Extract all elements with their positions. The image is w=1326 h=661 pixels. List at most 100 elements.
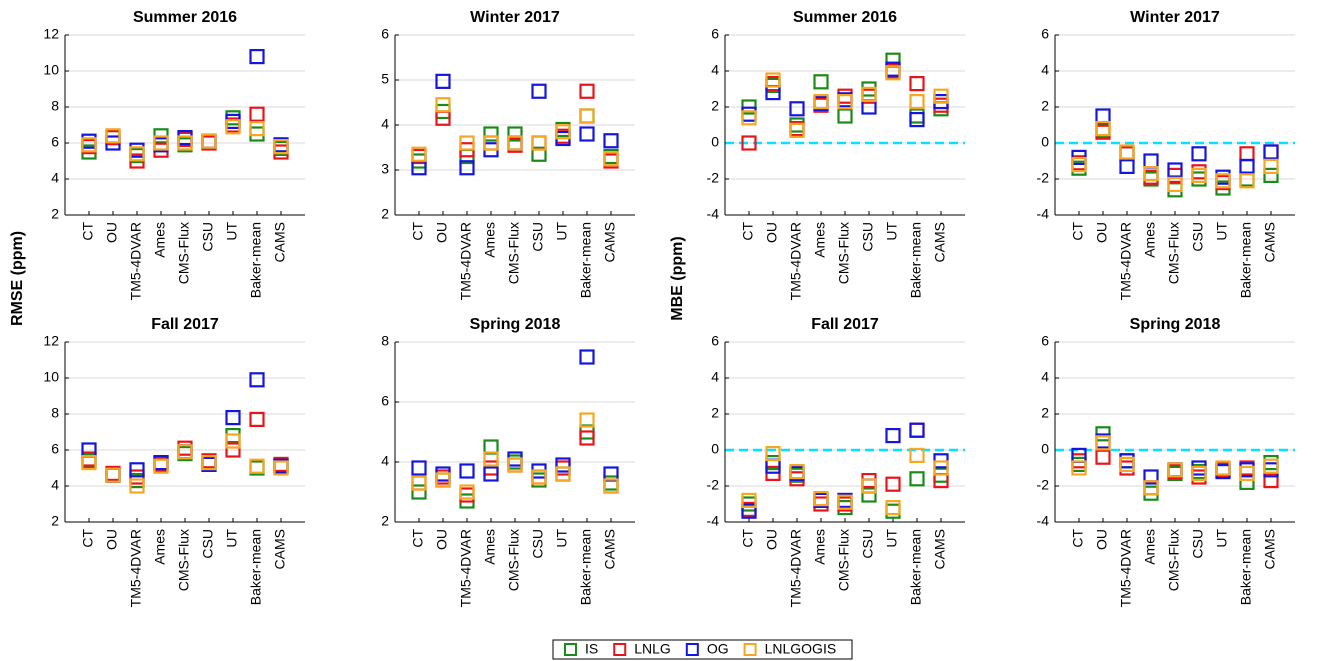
marker bbox=[435, 472, 451, 488]
marker bbox=[579, 412, 595, 428]
legend-box bbox=[552, 639, 853, 660]
legend-marker bbox=[613, 643, 627, 656]
marker bbox=[153, 135, 169, 151]
marker bbox=[579, 430, 595, 446]
y-tick-label: 6 bbox=[711, 333, 719, 349]
marker bbox=[81, 455, 97, 471]
y-tick-label: -2 bbox=[1037, 477, 1050, 493]
marker bbox=[1167, 162, 1183, 178]
marker bbox=[1095, 120, 1111, 137]
marker bbox=[435, 97, 451, 113]
y-tick-label: 4 bbox=[381, 116, 389, 132]
marker bbox=[177, 440, 193, 456]
panel-title: Winter 2017 bbox=[470, 9, 560, 26]
x-tick-label: CAMS bbox=[272, 222, 288, 262]
marker bbox=[249, 106, 265, 122]
y-tick-label: -2 bbox=[1037, 170, 1050, 186]
x-tick-label: Baker-mean bbox=[908, 222, 924, 298]
marker bbox=[933, 473, 949, 489]
marker bbox=[273, 139, 289, 155]
y-tick-label: 0 bbox=[1041, 134, 1049, 150]
marker bbox=[933, 460, 949, 476]
marker bbox=[249, 126, 265, 142]
x-tick-label: CMS-Flux bbox=[1166, 222, 1182, 284]
marker bbox=[741, 110, 757, 126]
x-tick-label: Ames bbox=[1142, 222, 1158, 258]
marker bbox=[1191, 460, 1207, 476]
marker bbox=[789, 464, 805, 480]
marker bbox=[579, 126, 595, 142]
y-tick-label: 6 bbox=[1041, 333, 1049, 349]
y-tick-label: -4 bbox=[1037, 206, 1050, 222]
marker bbox=[105, 467, 121, 483]
x-tick-label: Ames bbox=[1142, 529, 1158, 565]
x-tick-label: Ames bbox=[152, 529, 168, 565]
marker bbox=[1167, 167, 1183, 183]
marker bbox=[1071, 460, 1087, 476]
x-tick-label: CT bbox=[740, 222, 756, 241]
marker bbox=[861, 487, 877, 503]
marker bbox=[861, 86, 877, 103]
marker bbox=[933, 97, 949, 113]
y-tick-label: 6 bbox=[711, 26, 719, 42]
x-tick-label: TM5-4DVAR bbox=[788, 529, 804, 607]
marker bbox=[1191, 146, 1207, 162]
y-tick-label: -2 bbox=[707, 477, 720, 493]
x-tick-label: CAMS bbox=[1262, 222, 1278, 262]
marker bbox=[885, 65, 901, 81]
marker bbox=[1239, 474, 1255, 490]
marker bbox=[837, 494, 853, 510]
x-tick-label: CSU bbox=[200, 222, 216, 252]
marker bbox=[885, 428, 901, 444]
marker bbox=[411, 146, 427, 162]
x-tick-label: CT bbox=[410, 529, 426, 548]
y-tick-label: -4 bbox=[1037, 513, 1050, 529]
y-axis-label: MBE (ppm) bbox=[669, 236, 686, 320]
y-tick-label: 0 bbox=[711, 134, 719, 150]
marker bbox=[885, 476, 901, 492]
marker bbox=[1239, 146, 1255, 162]
x-tick-label: UT bbox=[224, 529, 240, 548]
marker bbox=[249, 372, 265, 388]
x-tick-label: Ames bbox=[482, 529, 498, 565]
x-tick-label: CAMS bbox=[932, 529, 948, 569]
x-tick-label: UT bbox=[1214, 222, 1230, 241]
y-tick-label: 2 bbox=[381, 513, 389, 529]
x-tick-label: CSU bbox=[530, 222, 546, 252]
panel-title: Winter 2017 bbox=[1130, 9, 1220, 26]
marker bbox=[483, 451, 499, 467]
marker bbox=[153, 458, 169, 474]
y-tick-label: 10 bbox=[43, 369, 59, 385]
x-tick-label: CT bbox=[80, 222, 96, 241]
x-tick-label: UT bbox=[884, 529, 900, 548]
x-tick-label: TM5-4DVAR bbox=[1118, 529, 1134, 607]
marker bbox=[1263, 144, 1279, 160]
y-tick-label: 6 bbox=[51, 134, 59, 150]
marker bbox=[1071, 456, 1087, 472]
marker bbox=[603, 151, 619, 167]
x-tick-label: CSU bbox=[200, 529, 216, 559]
marker bbox=[531, 135, 547, 151]
y-tick-label: 4 bbox=[381, 453, 389, 469]
x-tick-label: CMS-Flux bbox=[836, 529, 852, 591]
marker bbox=[813, 491, 829, 507]
marker bbox=[909, 471, 925, 487]
x-tick-label: CAMS bbox=[1262, 529, 1278, 569]
marker bbox=[861, 473, 877, 489]
marker bbox=[225, 410, 241, 426]
x-tick-label: CSU bbox=[1190, 222, 1206, 252]
marker bbox=[225, 428, 241, 444]
y-tick-label: 2 bbox=[381, 206, 389, 222]
marker bbox=[177, 444, 193, 460]
x-tick-label: CAMS bbox=[602, 222, 618, 262]
x-tick-label: OU bbox=[764, 529, 780, 550]
y-tick-label: 8 bbox=[381, 333, 389, 349]
marker bbox=[1095, 108, 1111, 124]
marker bbox=[507, 135, 523, 151]
marker bbox=[933, 88, 949, 104]
x-tick-label: CT bbox=[410, 222, 426, 241]
marker bbox=[1239, 158, 1255, 174]
marker bbox=[225, 442, 241, 458]
x-tick-label: CAMS bbox=[602, 529, 618, 569]
